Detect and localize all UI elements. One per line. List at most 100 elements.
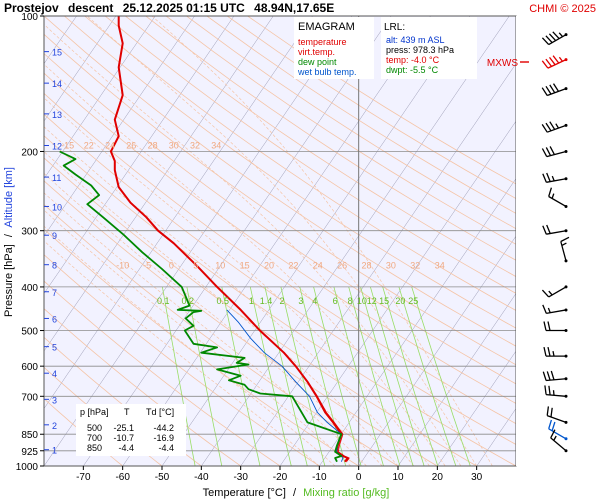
adiabat-label: 24	[313, 261, 323, 271]
wind-barb-staff	[560, 241, 567, 261]
adiabat-label: 30	[169, 141, 179, 151]
wind-barb	[541, 55, 568, 69]
lrl-title: LRL:	[384, 22, 405, 33]
wind-barb-flag	[548, 385, 551, 395]
wind-barb	[541, 285, 568, 298]
wind-barb-flag	[549, 146, 555, 155]
wind-barb-flag	[546, 371, 551, 381]
wind-barb-flag	[542, 225, 547, 235]
mixing-ratio-label: 2	[279, 296, 284, 306]
moist-adiabat-line	[44, 225, 336, 466]
table-cell: -4.4	[158, 443, 174, 453]
altitude-tick-label: 11	[52, 173, 61, 183]
altitude-tick-label: 7	[52, 288, 57, 298]
moist-adiabat-line	[44, 23, 462, 466]
mixing-ratio-label: 25	[408, 296, 418, 306]
series-virt-temp-	[259, 330, 350, 462]
wind-barb-staff	[546, 414, 567, 424]
wind-barb-flag	[542, 304, 547, 314]
y-tick-label: 925	[21, 447, 38, 458]
altitude-tick-label: 15	[52, 48, 62, 58]
mixing-ratio-label: 0.1	[157, 296, 170, 306]
x-tick-label: -70	[76, 472, 91, 483]
wind-barb-flag	[545, 85, 552, 95]
adiabat-label: 34	[211, 141, 221, 151]
axis-layer: -70 -60 -50 -40 -30 -20 -10 0 10 20 30100092585070…	[16, 12, 483, 483]
x-tick-label: -20	[273, 472, 288, 483]
wind-barb-half-flag	[548, 290, 553, 296]
adiabat-label: 26	[337, 261, 347, 271]
wind-barb-half-flag	[551, 193, 555, 199]
wind-barb-half-flag	[552, 390, 555, 396]
table-cell: -44.2	[153, 423, 174, 433]
mixing-ratio-label: 15	[379, 296, 389, 306]
mixing-ratio-label: 12	[367, 296, 377, 306]
table-header-p: p [hPa]	[80, 407, 109, 417]
wind-barb-flag	[560, 236, 570, 243]
table-cell: -4.4	[118, 443, 134, 453]
dry-adiabat-line	[186, 16, 516, 230]
legend-item-dew-point: dew point	[298, 57, 337, 67]
table-cell: 500	[87, 423, 102, 433]
mixing-ratio-label: 20	[395, 296, 405, 306]
adiabat-label: 34	[435, 261, 445, 271]
wind-barb-layer	[541, 31, 570, 453]
wind-barb-flag	[550, 429, 556, 439]
wind-barb-flag	[545, 35, 553, 44]
wind-barb-flag	[548, 33, 557, 42]
wind-barb	[560, 236, 570, 263]
x-tick-label: 10	[392, 472, 404, 483]
mixing-ratio-label: 8	[348, 296, 353, 306]
altitude-tick-label: 2	[52, 421, 57, 431]
mixing-ratio-label: 1.4	[260, 296, 273, 306]
wind-barb-flag	[542, 371, 547, 381]
wind-barb-flag	[544, 385, 547, 395]
wind-barb-staff	[546, 378, 567, 382]
y-tick-label: 700	[21, 392, 38, 403]
wind-barb-flag	[552, 31, 560, 40]
isotherm-line	[44, 16, 235, 294]
dry-adiabat-line	[44, 72, 516, 404]
chart-title: Prostejov descent 25.12.2025 01:15 UTC 4…	[4, 1, 334, 15]
x-tick-label: -10	[312, 472, 327, 483]
y-tick-label: 600	[21, 362, 38, 373]
wind-barb-flag	[543, 346, 547, 357]
adiabat-label: 10	[215, 261, 225, 271]
adiabat-label: 5	[193, 261, 198, 271]
wind-barb-half-flag	[547, 307, 551, 313]
wind-barb	[542, 304, 568, 315]
y-tick-label: 400	[21, 283, 38, 294]
dry-adiabat-line	[226, 16, 516, 199]
adiabat-label: 24	[105, 141, 115, 151]
dry-adiabat-line	[44, 33, 516, 366]
y-tick-label: 300	[21, 227, 38, 238]
x-tick-label: -60	[115, 472, 130, 483]
wind-barb-flag	[546, 224, 551, 234]
x-tick-label: 0	[356, 472, 362, 483]
series-dew-point	[59, 150, 343, 463]
mixing-ratio-label: 3	[298, 296, 303, 306]
dry-adiabat-line	[125, 16, 516, 278]
x-tick-label: -30	[233, 472, 248, 483]
adiabat-label: 32	[190, 141, 200, 151]
legend-item-virt-temp: virt.temp.	[298, 47, 335, 57]
altitude-tick-label: 9	[52, 231, 57, 241]
lrl-dwpt: dwpt: -5.5 °C	[386, 65, 439, 75]
wind-barb	[548, 419, 568, 441]
mxws-marker: MXWS	[487, 58, 529, 69]
wind-barb	[546, 406, 568, 424]
wind-barb-half-flag	[555, 123, 560, 129]
y-tick-label: 200	[21, 147, 38, 158]
table-cell: -16.9	[153, 433, 174, 443]
wind-barb-flag	[548, 419, 553, 429]
adiabat-label: -10	[116, 261, 129, 271]
wind-barb	[550, 429, 568, 453]
dry-adiabat-line	[44, 16, 516, 347]
dry-adiabat-line	[206, 16, 516, 214]
adiabat-label: -15	[61, 141, 74, 151]
wind-barb-flag	[545, 147, 552, 156]
wind-barb-flag	[541, 289, 550, 298]
wind-barb-half-flag	[551, 175, 555, 182]
wind-barb-flag	[547, 321, 551, 331]
table-cell: -25.1	[113, 423, 134, 433]
